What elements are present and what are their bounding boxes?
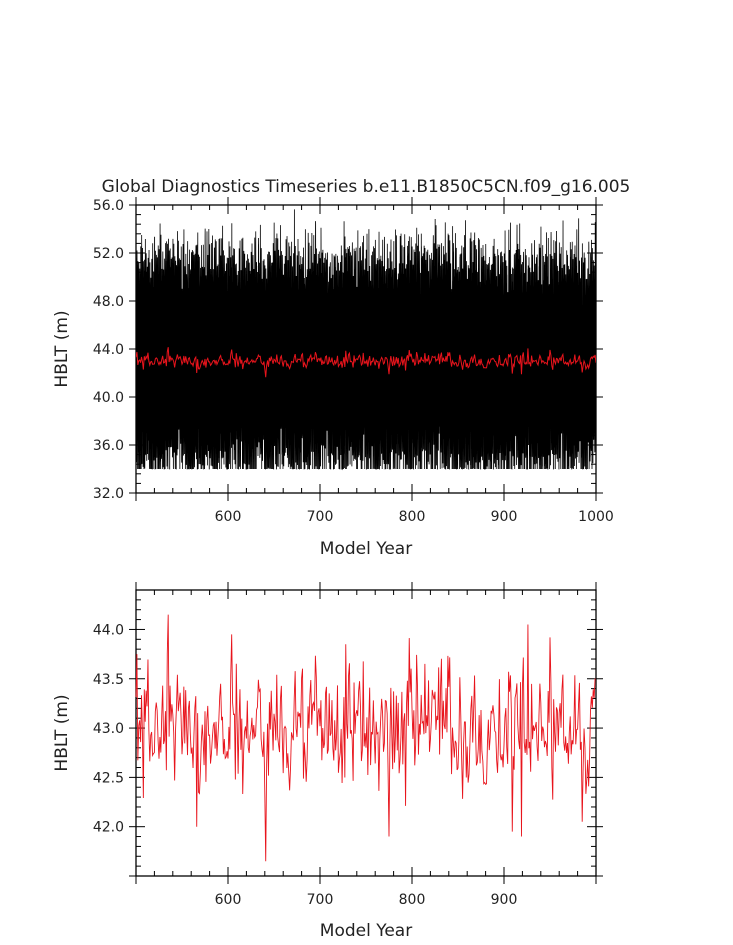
monthly-series-line	[136, 209, 596, 471]
plot-frame	[135, 589, 597, 877]
annual-mean-series-line	[135, 614, 596, 862]
y-tick-label: 36.0	[93, 438, 124, 454]
x-tick-label: 700	[307, 509, 334, 525]
top-panel: Global Diagnostics Timeseries b.e11.B185…	[52, 177, 630, 559]
y-tick-label: 48.0	[93, 294, 124, 310]
y-tick-label: 40.0	[93, 390, 124, 406]
y-axis-label: HBLT (m)	[52, 694, 72, 771]
y-tick-label: 44.0	[93, 342, 124, 358]
y-tick-label: 43.0	[93, 721, 124, 737]
x-tick-label: 1000	[578, 509, 614, 525]
y-tick-label: 43.5	[93, 672, 124, 688]
y-tick-label: 42.5	[93, 770, 124, 786]
bottom-panel: 600 700 800 900 42.0 42.5 43.0 43.5 44.0 Model Y…	[52, 582, 603, 941]
annual-mean-series-line	[136, 347, 596, 378]
x-axis-label: Model Year	[320, 539, 412, 559]
ticks: 600 700 800 900 42.0 42.5 43.0 43.5 44.0	[93, 582, 603, 908]
y-axis-label: HBLT (m)	[52, 310, 72, 387]
x-tick-label: 800	[399, 509, 426, 525]
y-tick-label: 42.0	[93, 820, 124, 836]
y-tick-label: 52.0	[93, 246, 124, 262]
x-tick-label: 900	[491, 892, 518, 908]
x-tick-label: 700	[307, 892, 334, 908]
y-tick-label: 56.0	[93, 198, 124, 214]
x-tick-label: 900	[491, 509, 518, 525]
y-tick-label: 44.0	[93, 622, 124, 638]
chart-title: Global Diagnostics Timeseries b.e11.B185…	[102, 177, 631, 197]
x-tick-label: 600	[215, 892, 242, 908]
x-tick-label: 800	[399, 892, 426, 908]
x-tick-label: 600	[215, 509, 242, 525]
y-tick-label: 32.0	[93, 486, 124, 502]
plot-area	[135, 614, 596, 862]
plot-area	[136, 209, 596, 471]
x-axis-label: Model Year	[320, 921, 412, 941]
